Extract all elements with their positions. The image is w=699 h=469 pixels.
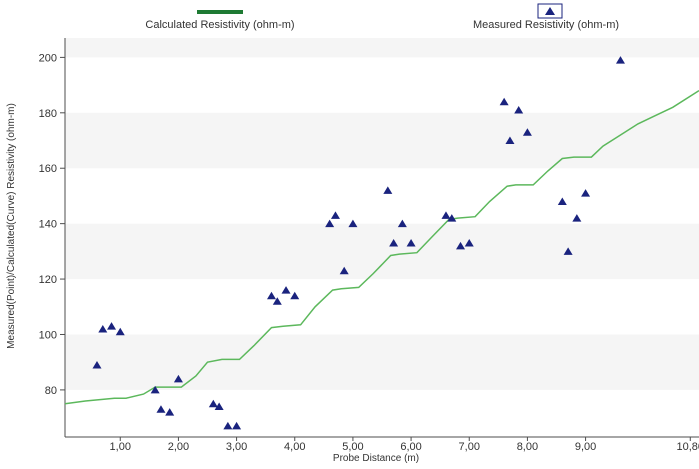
y-tick-label-5: 180 (39, 108, 57, 120)
measured-point (208, 399, 218, 408)
measured-point (441, 211, 451, 219)
measured-point (557, 197, 567, 205)
measured-point (514, 106, 524, 114)
legend-item-measured: Measured Resistivity (ohm-m) (473, 3, 619, 31)
x-tick-label-6: 7,00 (459, 441, 480, 453)
measured-point (156, 405, 166, 413)
measured-point (173, 374, 183, 383)
x-tick-label-8: 9,00 (575, 441, 596, 453)
measured-point (339, 266, 349, 275)
measured-point (232, 421, 242, 430)
measured-point (383, 186, 393, 194)
measured-point (505, 136, 515, 145)
legend: Calculated Resistivity (ohm-m) Measured … (145, 3, 619, 31)
measured-point (107, 322, 117, 330)
band-2 (65, 112, 699, 169)
x-tick-label-1: 2,00 (168, 441, 189, 453)
measured-point (406, 239, 416, 247)
x-axis-title: Probe Distance (m) (333, 453, 419, 464)
measured-resistivity-markers (92, 56, 625, 430)
measured-point (581, 189, 591, 197)
x-tick-label-2: 3,00 (226, 441, 247, 453)
y-axis-ticks: 80 100 120 140 160 180 200 (39, 52, 65, 397)
measured-point (499, 97, 509, 106)
y-tick-label-4: 160 (39, 163, 57, 175)
measured-point (389, 239, 399, 247)
measured-point (92, 360, 102, 369)
legend-label-measured: Measured Resistivity (ohm-m) (473, 19, 619, 31)
measured-point (115, 327, 125, 336)
x-tick-label-9: 10,80 (677, 441, 699, 453)
legend-label-calculated: Calculated Resistivity (ohm-m) (145, 19, 294, 31)
measured-point (266, 291, 276, 300)
measured-point (290, 291, 300, 300)
measured-point (98, 324, 108, 333)
calculated-resistivity-line (64, 89, 699, 405)
measured-point (615, 56, 625, 64)
y-tick-label-6: 200 (39, 52, 57, 64)
x-tick-label-3: 4,00 (284, 441, 305, 453)
measured-point (348, 219, 358, 228)
band-0 (65, 334, 699, 390)
background-bands (65, 38, 699, 390)
measured-point (397, 219, 407, 228)
x-tick-label-4: 5,00 (342, 441, 363, 453)
measured-point (464, 239, 474, 247)
measured-point (272, 297, 282, 305)
y-tick-label-1: 100 (39, 329, 57, 341)
measured-point (223, 421, 233, 430)
legend-swatch-calculated (197, 10, 243, 14)
measured-point (281, 286, 291, 294)
measured-point (447, 214, 457, 222)
y-tick-label-2: 120 (39, 274, 57, 286)
measured-point (165, 408, 175, 416)
measured-point (563, 247, 573, 255)
measured-point (150, 385, 160, 394)
x-tick-label-7: 8,00 (517, 441, 538, 453)
measured-point (214, 402, 224, 411)
x-tick-label-0: 1,00 (110, 441, 131, 453)
measured-point (572, 214, 582, 222)
measured-point (522, 128, 532, 136)
y-tick-label-0: 80 (45, 385, 57, 397)
measured-point (330, 211, 340, 219)
x-axis-ticks: 1,00 2,00 3,00 4,00 5,00 6,00 7,00 8,00 9,00 10,8… (110, 437, 699, 453)
band-3 (65, 38, 699, 58)
legend-swatch-measured-triangle (545, 7, 555, 15)
axes (64, 38, 699, 438)
x-tick-label-5: 6,00 (400, 441, 421, 453)
band-1 (65, 223, 699, 280)
y-axis-title: Measured(Point)/Calculated(Curve) Resist… (6, 103, 17, 349)
measured-point (325, 219, 335, 228)
y-tick-label-3: 140 (39, 219, 57, 231)
legend-item-calculated: Calculated Resistivity (ohm-m) (145, 10, 295, 31)
measured-point (456, 241, 466, 250)
